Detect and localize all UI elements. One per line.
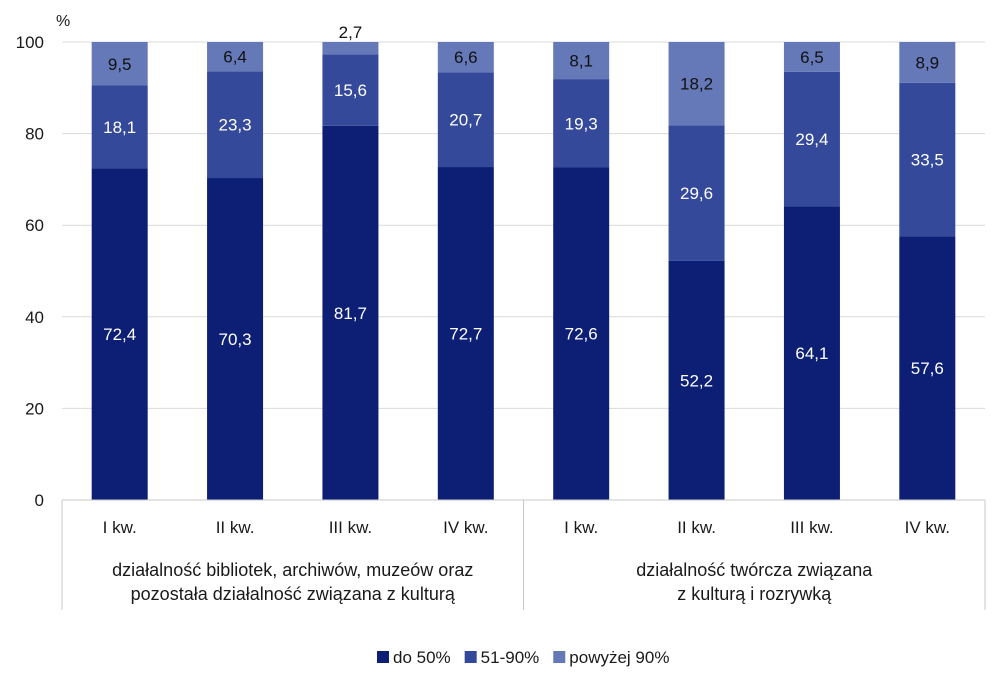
data-label: 8,1 [569, 52, 593, 71]
y-tick-label: 20 [25, 399, 44, 418]
data-label: 6,4 [223, 48, 247, 67]
data-label: 2,7 [339, 23, 363, 42]
grid-lines [62, 41, 985, 501]
bar-segment [783, 42, 840, 72]
y-axis: 0 20 40 60 80 100 [16, 33, 44, 510]
bar-segment [783, 206, 840, 500]
legend-swatch [553, 651, 566, 663]
bar-segment [553, 167, 610, 500]
bar-segment [899, 42, 956, 83]
bar-segment [899, 82, 956, 237]
y-tick-label: 60 [25, 216, 44, 235]
bar-segment [899, 236, 956, 500]
bar-segment [91, 85, 148, 169]
data-label: 72,4 [103, 325, 136, 344]
bar-segment [322, 42, 379, 55]
bar-segment [322, 54, 379, 126]
data-label: 6,5 [800, 48, 824, 67]
bar-segment [322, 125, 379, 501]
legend-swatch [377, 651, 389, 663]
x-tick-label: III kw. [790, 518, 833, 537]
bar-segment [668, 42, 725, 126]
bar-segment [783, 71, 840, 207]
y-tick-label: 80 [25, 125, 44, 144]
legend-label: powyżej 90% [569, 648, 669, 667]
x-tick-label: III kw. [329, 518, 372, 537]
bar-segment [553, 42, 610, 80]
bar-segment [437, 42, 494, 73]
bar-segment [207, 71, 264, 179]
data-label: 72,7 [449, 325, 482, 344]
data-label: 64,1 [795, 344, 828, 363]
legend-label: do 50% [393, 648, 451, 667]
data-label: 20,7 [449, 111, 482, 130]
bar-segment [91, 42, 148, 86]
group-label: działalność bibliotek, archiwów, muzeów … [112, 560, 473, 580]
bar-segment [207, 42, 264, 72]
data-label: 18,1 [103, 118, 136, 137]
bar-segment [553, 79, 610, 168]
bar-segment [437, 167, 494, 500]
bar-segment [91, 168, 148, 500]
data-label: 9,5 [108, 55, 132, 74]
y-tick-label: 100 [16, 33, 44, 52]
data-label: 52,2 [680, 371, 713, 390]
data-label: 19,3 [565, 114, 598, 133]
data-label: 15,6 [334, 81, 367, 100]
data-label: 29,4 [795, 130, 828, 149]
y-tick-label: 40 [25, 308, 44, 327]
bar-segment [207, 178, 264, 500]
x-axis: I kw. II kw. III kw. IV kw. I kw. II kw. III k… [61, 499, 986, 610]
legend-label: 51-90% [481, 648, 540, 667]
group-label: pozostała działalność związana z kulturą [131, 584, 456, 604]
data-label: 81,7 [334, 304, 367, 323]
x-tick-label: I kw. [564, 518, 598, 537]
x-tick-label: I kw. [103, 518, 137, 537]
data-label: 18,2 [680, 75, 713, 94]
x-tick-label: IV kw. [443, 518, 488, 537]
bars: 72,4 18,1 9,5 70,3 23,3 6,4 81,7 15,6 2,7 72,7 20,… [91, 23, 956, 501]
data-label: 33,5 [911, 150, 944, 169]
x-tick-label: II kw. [677, 518, 716, 537]
data-label: 70,3 [219, 330, 252, 349]
data-label: 8,9 [915, 53, 939, 72]
group-label: działalność twórcza związana [636, 560, 873, 580]
group-label: z kulturą i rozrywką [677, 584, 832, 604]
legend: do 50% 51-90% powyżej 90% [377, 648, 669, 667]
bar-segment [437, 72, 494, 168]
data-label: 6,6 [454, 48, 478, 67]
y-axis-unit: % [56, 13, 70, 30]
y-tick-label: 0 [35, 491, 44, 510]
data-label: 23,3 [219, 116, 252, 135]
bar-segment [668, 125, 725, 261]
data-label: 57,6 [911, 359, 944, 378]
data-label: 29,6 [680, 184, 713, 203]
data-label: 72,6 [565, 325, 598, 344]
legend-swatch [464, 651, 477, 663]
bar-segment [668, 260, 725, 500]
x-tick-label: II kw. [216, 518, 255, 537]
x-tick-label: IV kw. [905, 518, 950, 537]
